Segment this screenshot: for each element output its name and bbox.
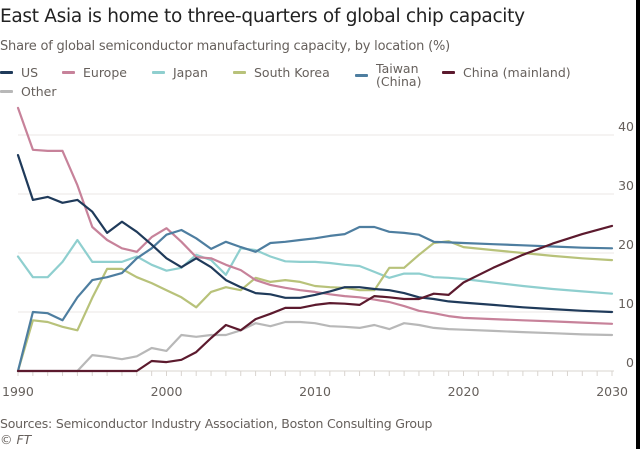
legend-item-other: Other xyxy=(0,85,57,98)
y-tick-label: 0 xyxy=(626,355,634,370)
legend-item-japan: Japan xyxy=(152,66,208,79)
series-line-other xyxy=(16,320,614,373)
legend-swatch-taiwan xyxy=(355,73,368,77)
y-tick-label: 30 xyxy=(618,178,634,193)
right-edge-bar xyxy=(636,0,640,449)
x-tick-label: 1990 xyxy=(2,384,34,399)
series-line-taiwan-china xyxy=(16,225,614,373)
legend-label-us: US xyxy=(21,65,39,80)
x-tick-label: 2030 xyxy=(596,384,628,399)
source-note: Sources: Semiconductor Industry Associat… xyxy=(0,416,433,431)
x-axis-labels: 1990 2000 2010 2020 2030 xyxy=(2,384,628,399)
legend-swatch-japan xyxy=(152,71,165,74)
y-tick-label: 10 xyxy=(618,296,634,311)
series-line-south-korea xyxy=(16,240,614,373)
series-line-europe xyxy=(16,106,614,325)
legend-swatch-europe xyxy=(62,71,75,74)
legend-swatch-china-mainland xyxy=(442,71,455,74)
legend-label-taiwan: Taiwan (China) xyxy=(376,62,421,88)
legend-item-taiwan: Taiwan (China) xyxy=(355,62,421,88)
legend-label-other: Other xyxy=(21,84,57,99)
legend-label-taiwan-line2: (China) xyxy=(376,74,422,89)
series-line-china-mainland xyxy=(16,224,614,373)
copyright-note: © FT xyxy=(0,432,32,447)
legend-label-japan: Japan xyxy=(173,65,208,80)
legend-label-china-mainland: China (mainland) xyxy=(463,65,571,80)
series-lines xyxy=(16,106,614,373)
legend-item-china-mainland: China (mainland) xyxy=(442,66,571,79)
legend-item-us: US xyxy=(0,66,38,79)
legend-label-south-korea: South Korea xyxy=(254,65,330,80)
legend-swatch-south-korea xyxy=(233,71,246,74)
chart-subtitle: Share of global semiconductor manufactur… xyxy=(0,39,450,54)
x-tick-label: 2000 xyxy=(151,384,183,399)
legend-swatch-us xyxy=(0,71,13,74)
legend-label-taiwan-line1: Taiwan xyxy=(376,61,419,76)
y-tick-label: 20 xyxy=(618,237,634,252)
x-tick-label: 2020 xyxy=(448,384,480,399)
legend-swatch-other xyxy=(0,90,13,93)
legend-item-europe: Europe xyxy=(62,66,127,79)
chart-title: East Asia is home to three-quarters of g… xyxy=(0,6,525,27)
y-tick-label: 40 xyxy=(618,119,634,134)
legend-item-south-korea: South Korea xyxy=(233,66,330,79)
x-tick-label: 2010 xyxy=(299,384,331,399)
legend: US Europe Japan South Korea Taiwan (Chin… xyxy=(0,62,600,102)
y-axis-labels: 0 10 20 30 40 xyxy=(618,119,634,370)
legend-label-europe: Europe xyxy=(83,65,127,80)
series-line-us xyxy=(16,154,614,314)
series-line-japan xyxy=(16,238,614,295)
